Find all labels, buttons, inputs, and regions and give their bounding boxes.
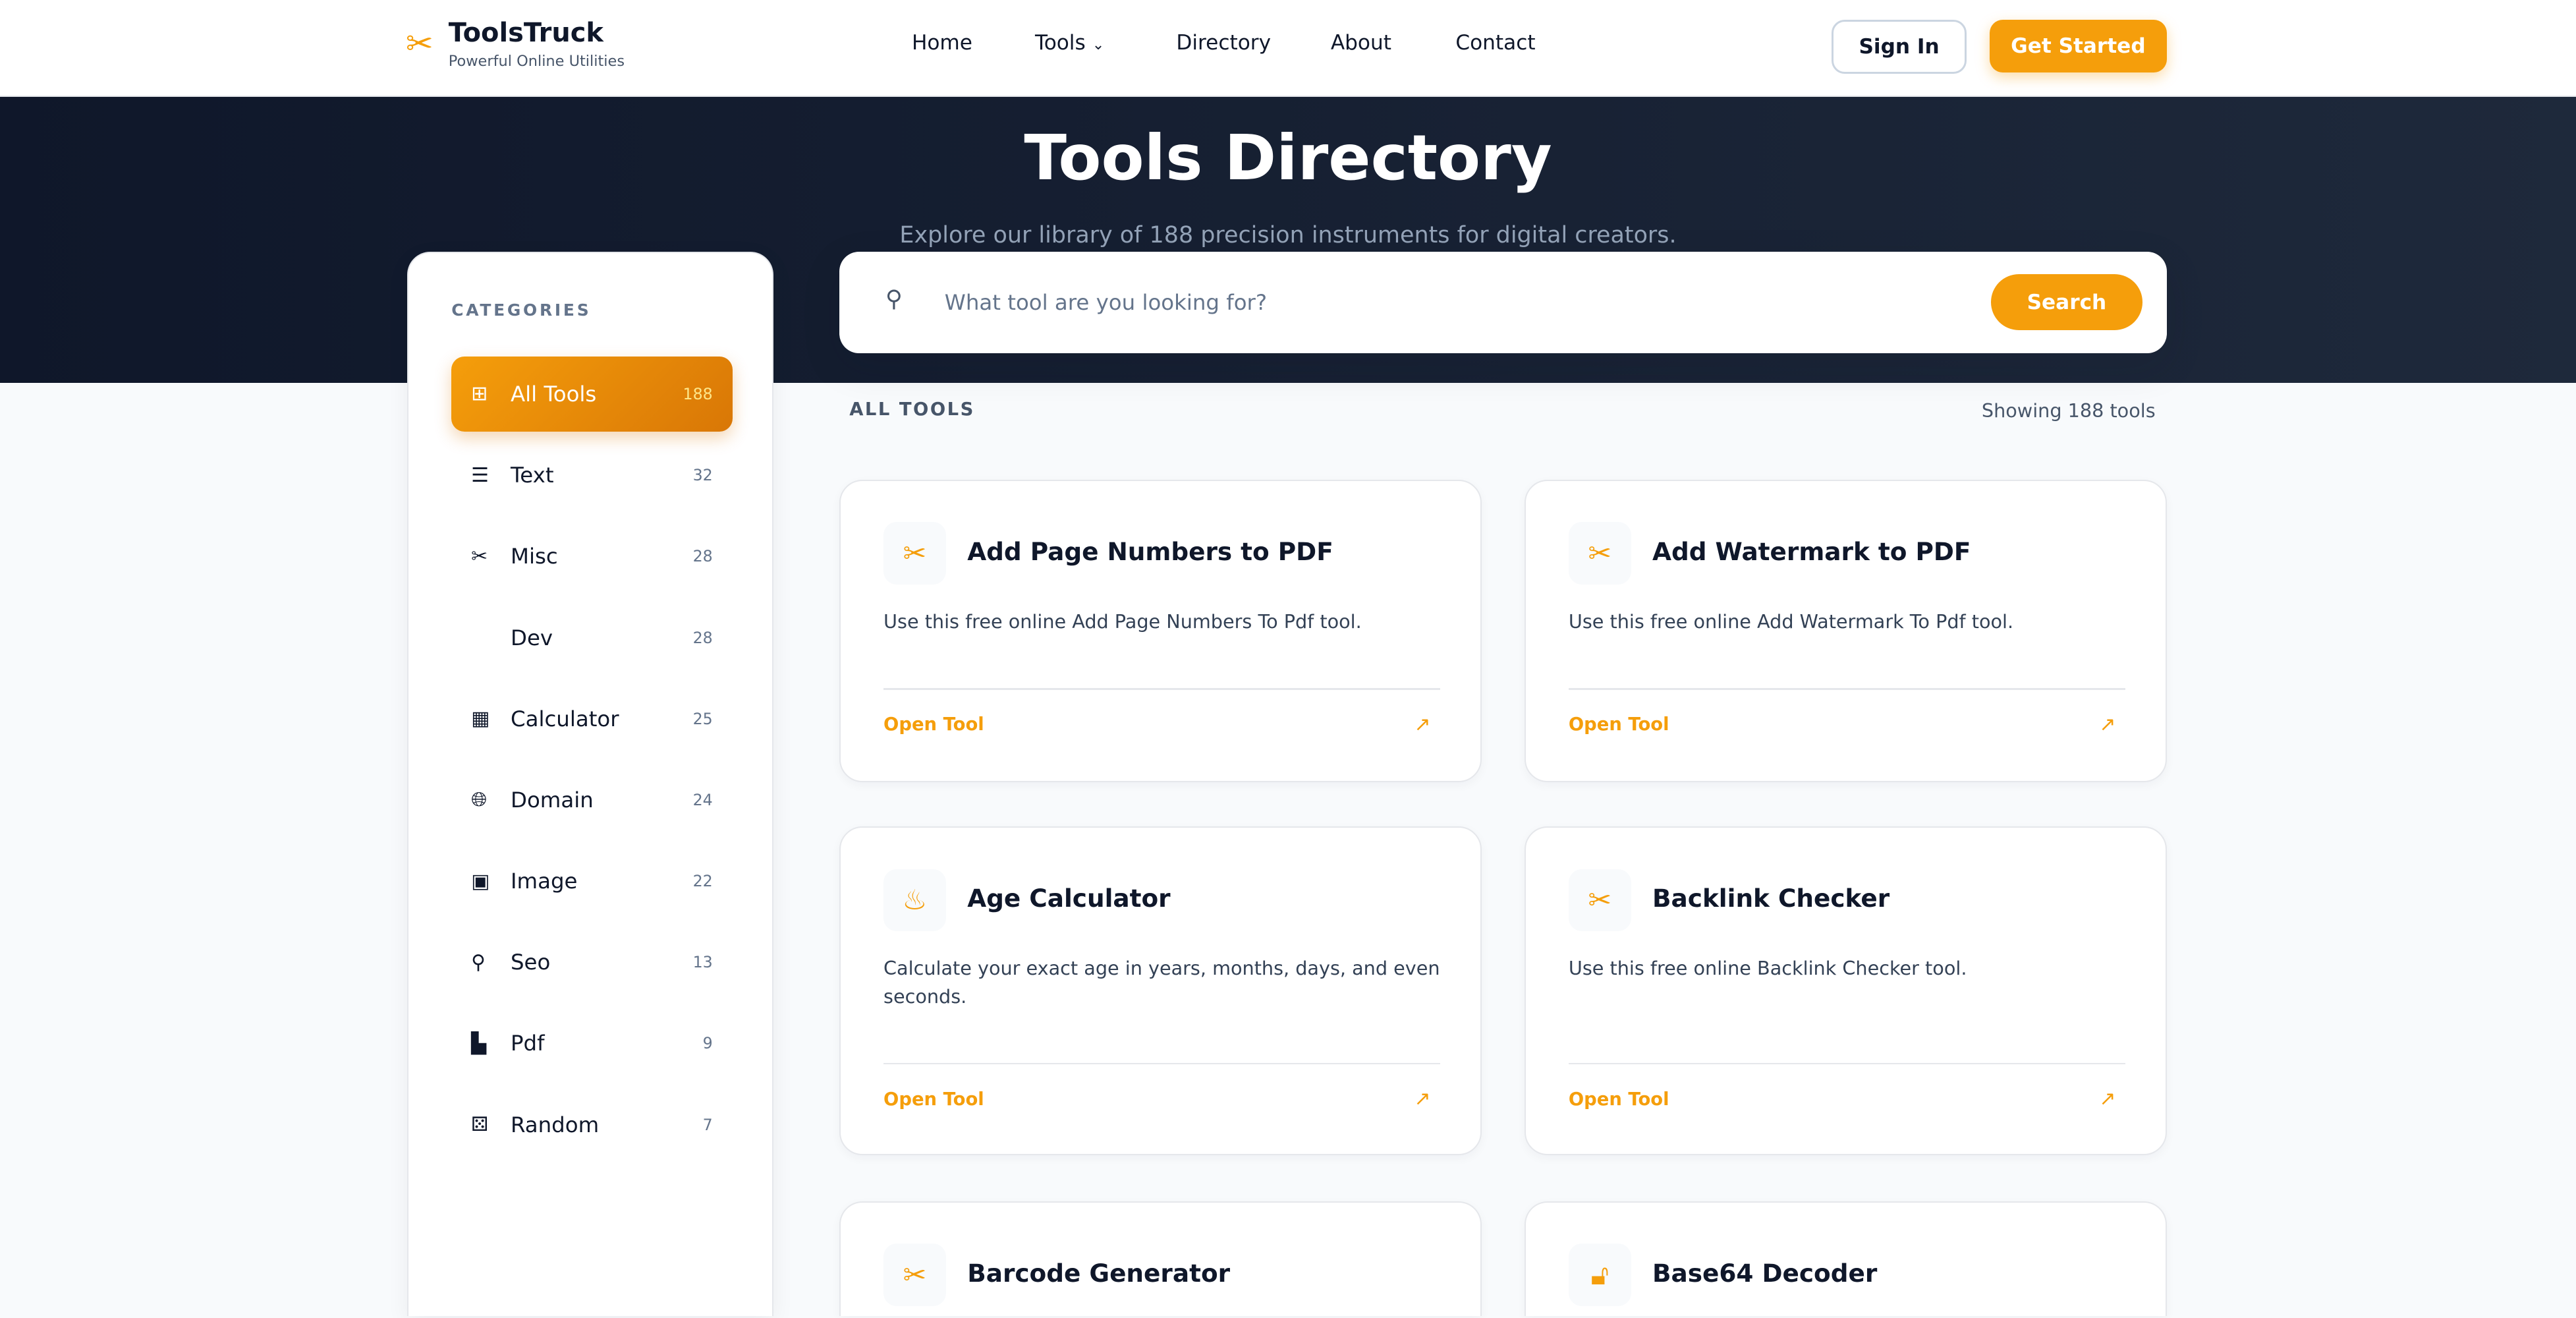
tool-card[interactable]: ✂ Add Watermark to PDF Use this free onli… bbox=[1525, 480, 2168, 782]
external-link-icon[interactable]: ↗ bbox=[2099, 712, 2116, 736]
tools-icon: ✂ bbox=[1568, 522, 1631, 585]
brand-name[interactable]: ToolsTruck bbox=[448, 18, 603, 49]
category-count: 22 bbox=[692, 872, 713, 891]
tool-card[interactable]: ✂ Backlink Checker Use this free online B… bbox=[1525, 826, 2168, 1155]
tool-title[interactable]: Add Watermark to PDF bbox=[1652, 536, 1971, 566]
nav-directory[interactable]: Directory bbox=[1176, 31, 1272, 55]
tool-description: Use this free online Add Page Numbers To… bbox=[883, 610, 1362, 633]
category-count: 7 bbox=[702, 1115, 713, 1134]
tool-title[interactable]: Age Calculator bbox=[967, 884, 1171, 913]
image-icon: ▣ bbox=[471, 869, 490, 893]
tool-title[interactable]: Base64 Decoder bbox=[1652, 1258, 1878, 1288]
sidebar-item-text[interactable]: ☰ Text 32 bbox=[451, 438, 732, 513]
category-count: 13 bbox=[692, 953, 713, 972]
sign-in-button[interactable]: Sign In bbox=[1832, 19, 1967, 74]
nav-home[interactable]: Home bbox=[911, 31, 972, 55]
external-link-icon[interactable]: ↗ bbox=[1414, 1087, 1431, 1111]
grid-icon: ⊞ bbox=[471, 382, 488, 406]
tools-icon: ✂ bbox=[883, 1244, 946, 1306]
open-tool-link[interactable]: Open Tool bbox=[883, 714, 984, 735]
tools-icon: ✂ bbox=[471, 544, 488, 568]
sidebar-item-random[interactable]: ⚄ Random 7 bbox=[451, 1087, 732, 1162]
search-bar: ⚲ Search bbox=[839, 251, 2168, 354]
category-label: Dev bbox=[510, 625, 553, 650]
align-left-icon: ☰ bbox=[471, 463, 489, 487]
divider bbox=[1568, 1062, 2126, 1065]
divider bbox=[1568, 688, 2126, 690]
tool-description: Use this free online Add Watermark To Pd… bbox=[1568, 610, 2014, 633]
nav-contact[interactable]: Contact bbox=[1455, 31, 1536, 55]
category-label: Image bbox=[510, 869, 578, 894]
tool-title[interactable]: Backlink Checker bbox=[1652, 884, 1890, 913]
logo-tools-icon[interactable]: ✂ bbox=[405, 24, 434, 63]
sidebar-item-misc[interactable]: ✂ Misc 28 bbox=[451, 519, 732, 594]
sidebar-item-all-tools[interactable]: ⊞ All Tools 188 bbox=[451, 356, 733, 432]
sidebar-item-calculator[interactable]: ▦ Calculator 25 bbox=[451, 681, 732, 757]
open-tool-link[interactable]: Open Tool bbox=[1568, 1089, 1669, 1110]
search-icon: ⚲ bbox=[885, 285, 903, 312]
nav-tools[interactable]: Tools ⌄ bbox=[1035, 31, 1104, 55]
globe-icon: 🌐︎ bbox=[471, 788, 488, 812]
external-link-icon[interactable]: ↗ bbox=[2099, 1087, 2116, 1111]
category-count: 188 bbox=[683, 384, 713, 403]
page-title: Tools Directory bbox=[1024, 121, 1552, 194]
sidebar-item-pdf[interactable]: ▙ Pdf 9 bbox=[451, 1006, 732, 1081]
sidebar-item-domain[interactable]: 🌐︎ Domain 24 bbox=[451, 762, 732, 838]
open-tool-link[interactable]: Open Tool bbox=[883, 1089, 984, 1110]
tool-card[interactable]: ✂ Add Page Numbers to PDF Use this free o… bbox=[839, 480, 1482, 782]
tools-icon: ✂ bbox=[883, 522, 946, 585]
calculator-icon: ▦ bbox=[471, 707, 490, 731]
external-link-icon[interactable]: ↗ bbox=[1414, 712, 1431, 736]
sidebar-item-image[interactable]: ▣ Image 22 bbox=[451, 844, 732, 919]
category-label: Pdf bbox=[510, 1031, 545, 1056]
get-started-button[interactable]: Get Started bbox=[1989, 19, 2168, 72]
category-count: 24 bbox=[692, 790, 713, 809]
category-count: 9 bbox=[702, 1034, 713, 1053]
page-subtitle: Explore our library of 188 precision ins… bbox=[899, 221, 1677, 248]
categories-heading: CATEGORIES bbox=[451, 300, 592, 320]
category-count: 28 bbox=[692, 547, 713, 566]
unlock-icon: 🔓︎ bbox=[1568, 1244, 1631, 1306]
divider bbox=[883, 1062, 1441, 1065]
tool-description: Calculate your exact age in years, month… bbox=[883, 957, 1440, 1008]
category-label: Text bbox=[510, 463, 554, 488]
pdf-icon: ▙ bbox=[471, 1031, 487, 1055]
search-button[interactable]: Search bbox=[1991, 274, 2142, 331]
open-tool-link[interactable]: Open Tool bbox=[1568, 714, 1669, 735]
category-label: Domain bbox=[510, 787, 594, 813]
brand-tagline: Powerful Online Utilities bbox=[448, 52, 625, 70]
nav-tools-label: Tools bbox=[1034, 31, 1086, 55]
section-heading: ALL TOOLS bbox=[849, 399, 975, 420]
category-count: 25 bbox=[692, 709, 713, 728]
tool-card[interactable]: ✂ Barcode Generator bbox=[839, 1201, 1482, 1317]
category-label: Misc bbox=[510, 544, 558, 569]
search-input[interactable] bbox=[944, 281, 1930, 324]
category-count: 28 bbox=[692, 628, 713, 647]
tool-title[interactable]: Barcode Generator bbox=[967, 1258, 1231, 1288]
chevron-down-icon: ⌄ bbox=[1092, 36, 1105, 54]
tool-title[interactable]: Add Page Numbers to PDF bbox=[967, 536, 1333, 566]
category-label: Seo bbox=[510, 950, 551, 975]
tool-card[interactable]: ♨ Age Calculator Calculate your exact age… bbox=[839, 826, 1482, 1155]
divider bbox=[883, 688, 1441, 690]
category-label: All Tools bbox=[510, 381, 597, 407]
nav-about[interactable]: About bbox=[1330, 31, 1391, 55]
tool-description: Use this free online Backlink Checker to… bbox=[1568, 957, 1967, 980]
category-count: 32 bbox=[692, 466, 713, 485]
search-icon: ⚲ bbox=[471, 950, 486, 974]
cake-icon: ♨ bbox=[883, 869, 946, 932]
results-count: Showing 188 tools bbox=[1981, 399, 2156, 422]
tool-card[interactable]: 🔓︎ Base64 Decoder bbox=[1525, 1201, 2168, 1317]
top-nav: ✂ ToolsTruck Powerful Online Utilities H… bbox=[0, 0, 2576, 98]
category-label: Random bbox=[510, 1112, 600, 1137]
dice-icon: ⚄ bbox=[471, 1113, 489, 1137]
sidebar-item-dev[interactable]: Dev 28 bbox=[451, 600, 732, 675]
category-label: Calculator bbox=[510, 706, 619, 731]
tools-icon: ✂ bbox=[1568, 869, 1631, 932]
categories-sidebar: CATEGORIES ⊞ All Tools 188 ☰ Text 32 ✂ Misc 28 De… bbox=[407, 251, 774, 1317]
sidebar-item-seo[interactable]: ⚲ Seo 13 bbox=[451, 925, 732, 1000]
